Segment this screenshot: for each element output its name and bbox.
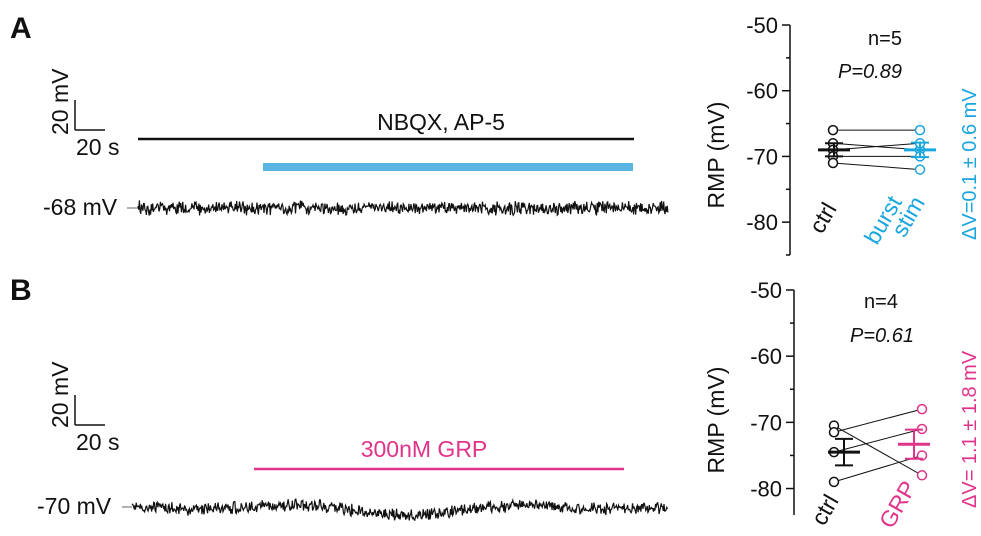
- point-treat-3: [916, 450, 928, 461]
- panel-a-scale-bar: 20 mV 20 s: [47, 68, 119, 160]
- panel-b-drug-label: 300nM GRP: [361, 436, 488, 462]
- panel-a-baseline-label: -68 mV: [43, 194, 118, 220]
- y-tick-label--70: -70: [750, 410, 782, 435]
- panel-a-category-ctrl: ctrl: [804, 198, 842, 238]
- point-ctrl-0: [827, 124, 839, 136]
- panel-b-p: P=0.61: [850, 325, 914, 347]
- pair-line-4: [832, 162, 921, 171]
- panel-b-ylabel: RMP (mV): [703, 367, 729, 474]
- panel-b-y-ticks: -50 -60 -70 -80: [750, 278, 794, 502]
- panel-a-ylabel: RMP (mV): [703, 102, 729, 209]
- point-ctrl-3: [828, 476, 840, 488]
- y-tick-label--50: -50: [746, 13, 778, 38]
- panel-a-drug-label: NBQX, AP-5: [377, 109, 505, 135]
- panel-a-delta: ΔV=0.1 ± 0.6 mV: [959, 88, 981, 240]
- panel-a-voltage-trace: [137, 200, 669, 217]
- pair-line-3: [833, 454, 923, 483]
- panel-a: A 20 mV 20 s NBQX, AP-5 -68 mV: [10, 12, 669, 220]
- panel-a-n: n=5: [868, 28, 902, 50]
- panel-a-scale-mv: 20 mV: [47, 68, 73, 135]
- pair-line-2: [833, 428, 923, 453]
- panel-b-category-ctrl: ctrl: [806, 490, 844, 530]
- point-treat-0: [916, 470, 928, 481]
- panel-a-p: P=0.89: [838, 61, 902, 83]
- panel-b-baseline-label: -70 mV: [37, 493, 112, 519]
- point-treat-1: [916, 403, 928, 415]
- panel-b-voltage-trace: [131, 497, 669, 522]
- panel-a-scale-s: 20 s: [76, 134, 119, 160]
- panel-a-means: [818, 141, 936, 159]
- panel-b-scale-s: 20 s: [76, 429, 119, 455]
- panel-b-n: n=4: [864, 291, 898, 313]
- panel-b-scale-mv: 20 mV: [47, 361, 73, 428]
- panel-b-rmp-chart: RMP (mV) -50 -60 -70 -80 n=4 P=0.61 ctrl GR…: [703, 278, 981, 533]
- pair-line-0: [833, 425, 923, 476]
- y-tick-label--70: -70: [746, 144, 778, 169]
- pair-line-1: [833, 408, 923, 433]
- point-treat-0: [914, 124, 926, 136]
- panel-a-rmp-chart: RMP (mV) -50 -60 -70 -80 n=5 P=0.89 ctrl bu…: [703, 13, 981, 259]
- panel-b-means: [828, 428, 930, 467]
- panel-a-stim-bar: [263, 163, 633, 171]
- panel-b-delta: ΔV= 1.1 ± 1.8 mV: [959, 350, 981, 508]
- panel-b-category-grp: GRP: [874, 476, 921, 532]
- panel-b-label: B: [10, 274, 32, 307]
- y-tick-label--60: -60: [746, 79, 778, 104]
- point-treat-4: [914, 164, 926, 175]
- y-tick-label--60: -60: [750, 344, 782, 369]
- panel-b-pairs: [828, 403, 928, 488]
- panel-a-label: A: [10, 12, 32, 45]
- panel-b: B 20 mV 20 s 300nM GRP -70 mV: [10, 274, 669, 522]
- y-tick-label--80: -80: [750, 477, 782, 502]
- y-tick-label--80: -80: [746, 210, 778, 235]
- point-ctrl-4: [827, 157, 839, 169]
- panel-a-y-ticks: -50 -60 -70 -80: [746, 13, 790, 256]
- panel-b-scale-bar: 20 mV 20 s: [47, 361, 119, 455]
- point-ctrl-1: [828, 427, 840, 438]
- panel-a-category-stim: burst stim: [859, 182, 930, 259]
- y-tick-label--50: -50: [750, 278, 782, 303]
